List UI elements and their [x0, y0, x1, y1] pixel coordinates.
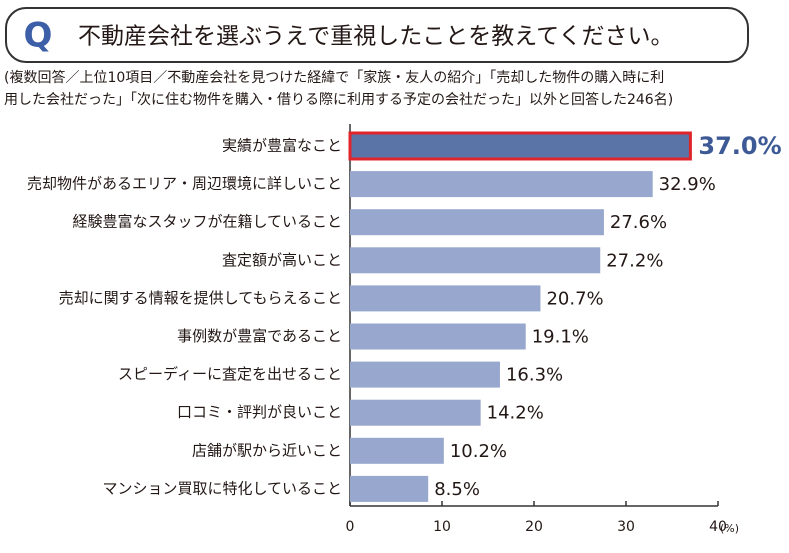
value-label: 10.2% [450, 441, 507, 462]
bar [350, 361, 500, 388]
category-label: 口コミ・評判が良いこと [177, 403, 342, 421]
x-tick-label: 0 [346, 519, 355, 535]
value-label: 19.1% [532, 327, 589, 348]
bar [350, 247, 601, 274]
category-label: 経験豊富なスタッフが在籍していること [72, 213, 342, 231]
x-tick-label: 10 [433, 519, 451, 535]
category-label: 事例数が豊富であること [177, 327, 342, 345]
value-label: 27.2% [606, 250, 663, 271]
category-label: マンション買取に特化していること [102, 479, 342, 497]
x-tick-label: 40 [709, 519, 727, 535]
title-mark: Q [24, 16, 53, 56]
category-label: スピーディーに査定を出せること [118, 365, 342, 383]
subtitle: (複数回答／上位10項目／不動産会社を見つけた経緯で「家族・友人の紹介」「売却し… [4, 69, 664, 86]
category-label: 店舗が駅から近いこと [192, 441, 342, 459]
category-label: 実績が豊富なこと [222, 137, 342, 155]
bar [350, 399, 481, 426]
value-label: 20.7% [546, 288, 603, 309]
x-tick-label: 20 [525, 519, 543, 535]
category-label: 売却物件があるエリア・周辺環境に詳しいこと [27, 175, 342, 193]
bar [350, 285, 541, 312]
bar [350, 437, 444, 464]
value-label: 37.0% [698, 132, 781, 160]
category-label: 査定額が高いこと [222, 251, 342, 269]
value-label: 16.3% [506, 365, 563, 386]
chart-title: 不動産会社を選ぶうえで重視したことを教えてください。 [78, 24, 673, 50]
bar [350, 475, 429, 502]
x-unit: (%) [720, 522, 739, 535]
title-box [5, 7, 749, 63]
value-label: 32.9% [659, 174, 716, 195]
subtitle: 用した会社だった」「次に住む物件を購入・借りる際に利用する予定の会社だった」以外… [4, 91, 673, 108]
bar [348, 131, 692, 161]
bar [350, 323, 526, 350]
category-label: 売却に関する情報を提供してもらえること [59, 289, 342, 307]
bar [350, 209, 604, 236]
x-tick-label: 30 [617, 519, 635, 535]
bar [350, 171, 653, 198]
value-label: 27.6% [610, 212, 667, 233]
value-label: 8.5% [434, 479, 480, 500]
value-label: 14.2% [487, 403, 544, 424]
